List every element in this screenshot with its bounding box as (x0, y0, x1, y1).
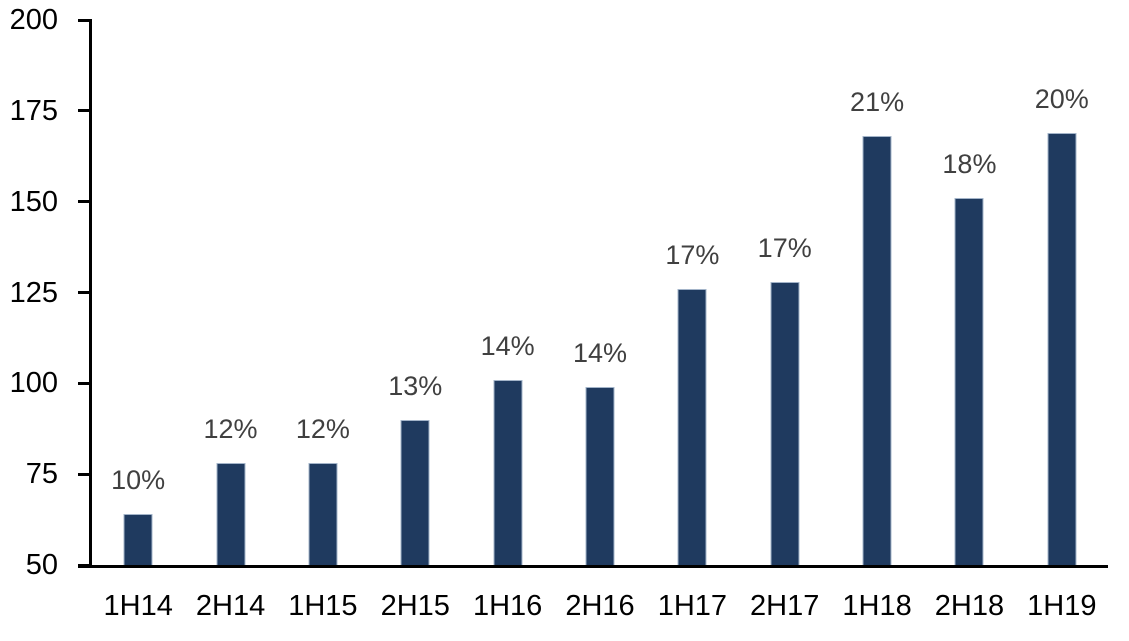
bar-slot: 14% (461, 20, 553, 565)
bar-slot: 10% (92, 20, 184, 565)
bar-slot: 20% (1016, 20, 1108, 565)
bar (677, 288, 707, 565)
bar (400, 419, 430, 565)
y-axis-tick (78, 472, 92, 476)
y-axis-tick-label: 200 (9, 4, 58, 36)
bar-value-label: 14% (572, 337, 628, 368)
bar-slot: 12% (277, 20, 369, 565)
bar (1047, 132, 1077, 565)
y-axis-tick (78, 291, 92, 294)
bar (308, 463, 338, 565)
x-axis-tick-label: 1H19 (1027, 590, 1097, 622)
bar-value-label: 12% (295, 414, 350, 445)
bar-slot: 21% (831, 20, 923, 565)
bar (770, 281, 800, 565)
bar-value-label: 20% (1034, 83, 1089, 114)
bar (123, 514, 153, 565)
bar-slot: 17% (739, 20, 831, 565)
bar-slot: 13% (369, 20, 461, 565)
y-axis-tick (78, 18, 92, 22)
y-axis-tick (78, 563, 92, 567)
y-axis-tick-label: 50 (25, 549, 58, 581)
y-axis-tick-label: 125 (9, 276, 58, 309)
x-axis-tick-label: 2H14 (195, 590, 266, 622)
bar-value-label: 12% (203, 414, 258, 445)
y-axis-tick (78, 109, 92, 113)
bar-value-label: 21% (850, 87, 905, 118)
y-axis-tick-label: 100 (9, 367, 58, 400)
bar-value-label: 17% (665, 239, 720, 270)
bar (493, 379, 523, 565)
bar-slot: 17% (646, 20, 738, 565)
bar-value-label: 10% (111, 465, 166, 496)
x-axis-tick-label: 2H15 (380, 590, 450, 622)
x-axis-tick-label: 1H18 (842, 590, 912, 622)
bar-slot: 18% (923, 20, 1015, 565)
x-axis-tick-label: 1H14 (103, 590, 173, 622)
y-axis-tick-label: 175 (9, 94, 58, 127)
bar (954, 198, 984, 565)
x-axis-tick-label: 2H18 (934, 590, 1005, 622)
x-axis-tick-label: 1H15 (288, 590, 358, 622)
bar-value-label: 14% (480, 330, 535, 361)
bar-value-label: 17% (757, 232, 812, 263)
bar (862, 136, 892, 565)
x-axis-tick-label: 1H17 (657, 590, 728, 622)
y-axis-tick (78, 200, 92, 204)
y-axis-tick-label: 150 (9, 185, 58, 218)
x-axis-line (78, 565, 1108, 568)
bar-slot: 14% (554, 20, 646, 565)
x-axis-tick-label: 2H16 (565, 590, 635, 622)
x-axis-tick-label: 1H16 (472, 590, 543, 622)
bar-value-label: 13% (388, 370, 443, 401)
y-axis-tick (78, 381, 92, 385)
y-axis-tick-label: 75 (25, 458, 58, 491)
bar (216, 463, 246, 565)
bar-slot: 12% (184, 20, 276, 565)
x-axis-tick-label: 2H17 (750, 590, 820, 622)
bar (585, 386, 615, 565)
bar-value-label: 18% (942, 149, 997, 180)
